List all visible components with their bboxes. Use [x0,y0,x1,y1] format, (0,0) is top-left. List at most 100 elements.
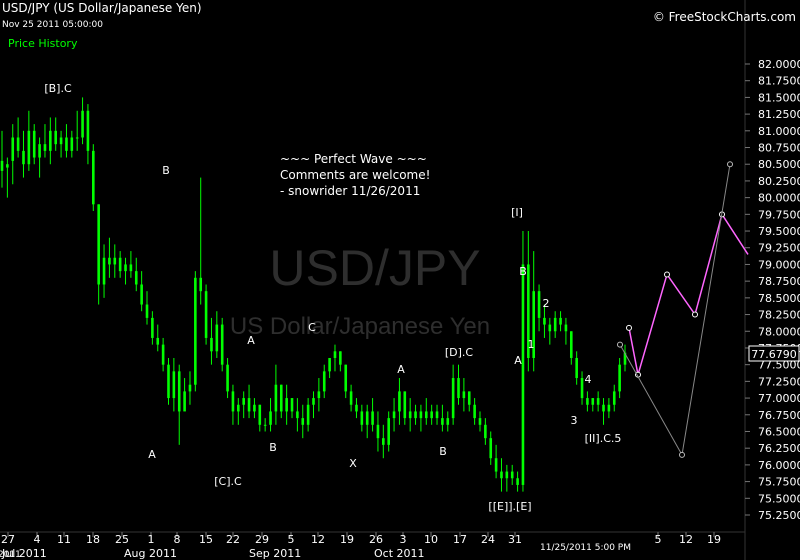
pink-projection-line [628,212,749,375]
price-history-link[interactable]: Price History [8,37,78,50]
price-bar-body [553,317,557,332]
price-bar-body [516,478,519,485]
price-bar-body [177,371,181,412]
wave-label: [B].C [44,82,72,95]
y-tick-label: 79.2500 [758,242,800,255]
price-bar-body [419,411,423,419]
y-tick-label: 78.7500 [758,275,800,288]
wave-label: B [269,441,277,454]
price-bar-body [263,424,267,426]
wave-label: [I] [511,206,523,219]
price-bar-body [559,317,562,325]
price-bar-body [134,271,138,285]
y-tick-label: 78.0000 [758,325,800,338]
x-tick-label: 19 [340,533,354,546]
price-bar-body [32,130,36,158]
x-tick-label: 29 [255,533,269,546]
x-tick-label: 22 [226,533,240,546]
wave-label: A [247,334,255,347]
projection-point [679,451,685,458]
wave-label: B [519,265,527,278]
price-bar-body [129,264,133,272]
price-bar-body [54,130,58,145]
x-tick-label: 8 [174,533,181,546]
wave-label: 3 [571,414,578,427]
price-bar-body [247,398,251,412]
wave-label: A [397,363,405,376]
price-bar-body [489,438,493,459]
brand-link[interactable]: © FreeStockCharts.com [652,10,796,24]
y-tick-label: 79.0000 [758,258,800,271]
price-bar-body [306,404,310,425]
price-bar-body [22,150,25,165]
price-bar-body [398,391,401,412]
x-tick-label: 18 [86,533,100,546]
price-bar-body [86,110,90,151]
price-bar-body [543,317,546,325]
month-label: Oct 2011 [374,547,425,560]
x-tick-label: 24 [481,533,495,546]
y-tick-label: 80.5000 [758,158,800,171]
x-tick-label: 25 [115,533,129,546]
price-bar-body [140,284,143,305]
price-bar-body [618,364,621,392]
price-bar-body [285,398,288,412]
y-tick-label: 79.5000 [758,225,800,238]
y-tick-label: 81.7500 [758,75,800,88]
comment-line: - snowrider 11/26/2011 [280,184,420,198]
price-bar-body [322,371,326,392]
price-bar-body [435,411,439,419]
price-bar-body [602,404,605,412]
wave-label: 4 [585,373,592,386]
price-bar-body [11,137,15,161]
watermark-symbol: USD/JPY [269,240,480,296]
price-bar-body [591,398,595,405]
y-tick-label: 78.5000 [758,292,800,305]
price-bar-body [301,418,305,425]
y-tick-label: 75.5000 [758,492,800,505]
price-bar-body [188,384,192,392]
y-tick-label: 78.2500 [758,309,800,322]
x-tick-label: 15 [199,533,213,546]
price-bar-body [210,337,213,352]
price-bar-body [382,438,385,445]
projection-point [626,324,632,331]
y-tick-label: 81.5000 [758,91,800,104]
price-bar-body [430,411,433,419]
price-bar-body [451,378,455,419]
month-label: 11/25/2011 5:00 PM [540,543,631,553]
price-bar-body [194,277,197,385]
current-price-label: 77.6790 [751,348,797,361]
wave-label: X [349,457,357,470]
x-tick-label: 5 [288,533,295,546]
price-bar-body [424,411,428,419]
y-tick-label: 80.7500 [758,142,800,155]
wave-label: A [148,448,156,461]
price-bar-body [586,398,589,405]
wave-label: [D].C [445,346,474,359]
price-bar-body [612,391,616,405]
y-tick-label: 82.0000 [758,58,800,71]
price-bar-body [97,204,100,285]
price-bar-body [296,411,299,419]
price-bar-body [113,257,117,265]
x-tick-label: 12 [311,533,325,546]
price-bar-body [328,357,331,372]
price-bar-body [156,337,160,345]
wave-label: B [439,445,447,458]
x-tick-label: 19 [707,533,721,546]
wave-label: [C].C [214,475,242,488]
price-bar-body [231,391,235,412]
price-bar-body [6,164,9,168]
gray-projection-line [619,164,731,457]
price-bar-body [564,324,568,332]
price-bar-body [478,418,482,425]
price-bar-body [38,144,41,158]
price-bar-body [27,130,31,165]
x-tick-label: 3 [400,533,407,546]
month-label: Aug 2011 [124,547,177,560]
wave-label: [[E]].[E] [488,500,531,513]
price-bar-body [215,324,219,352]
y-tick-label: 81.0000 [758,125,800,138]
